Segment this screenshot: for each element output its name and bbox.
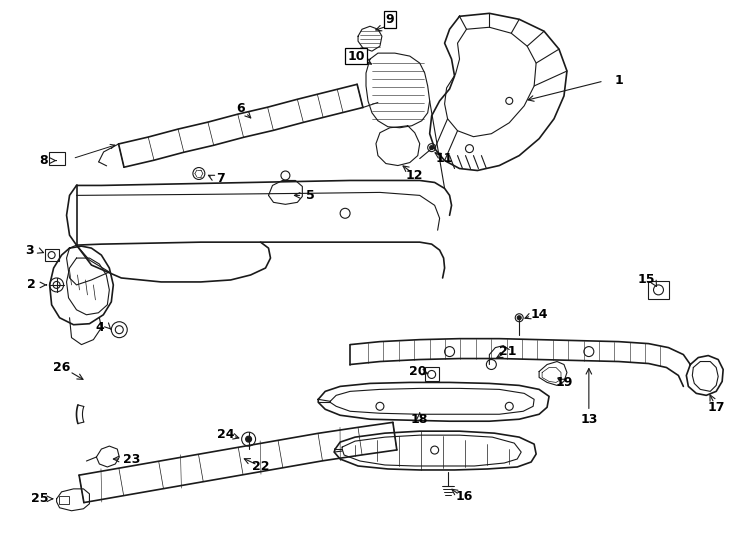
- Text: 9: 9: [385, 13, 394, 26]
- Text: 24: 24: [217, 428, 234, 441]
- Text: 3: 3: [26, 244, 34, 256]
- Text: 1: 1: [614, 75, 623, 87]
- Text: 25: 25: [31, 492, 48, 505]
- Text: 19: 19: [556, 376, 573, 389]
- Text: 4: 4: [95, 321, 103, 334]
- Text: 23: 23: [123, 453, 140, 465]
- Text: 13: 13: [580, 413, 597, 426]
- Bar: [59, 496, 68, 504]
- Text: 11: 11: [436, 152, 454, 165]
- Circle shape: [429, 146, 434, 150]
- Text: 26: 26: [53, 361, 70, 374]
- Text: 15: 15: [638, 273, 655, 286]
- Text: 8: 8: [40, 154, 48, 167]
- Bar: [425, 368, 439, 381]
- Circle shape: [517, 316, 521, 320]
- Text: 6: 6: [236, 103, 245, 116]
- Bar: [48, 152, 65, 165]
- Text: 20: 20: [409, 365, 426, 378]
- Text: 10: 10: [347, 50, 365, 63]
- Text: 5: 5: [306, 189, 315, 202]
- Text: 21: 21: [498, 345, 516, 358]
- Bar: [647, 281, 669, 299]
- Bar: [45, 249, 59, 261]
- Text: 2: 2: [27, 279, 36, 292]
- Text: 18: 18: [411, 413, 429, 426]
- Text: 22: 22: [252, 461, 269, 474]
- Text: 16: 16: [456, 490, 473, 503]
- Text: 17: 17: [708, 401, 725, 414]
- Circle shape: [246, 436, 252, 442]
- Text: 12: 12: [406, 169, 424, 182]
- Text: 14: 14: [531, 308, 548, 321]
- Text: 7: 7: [217, 172, 225, 185]
